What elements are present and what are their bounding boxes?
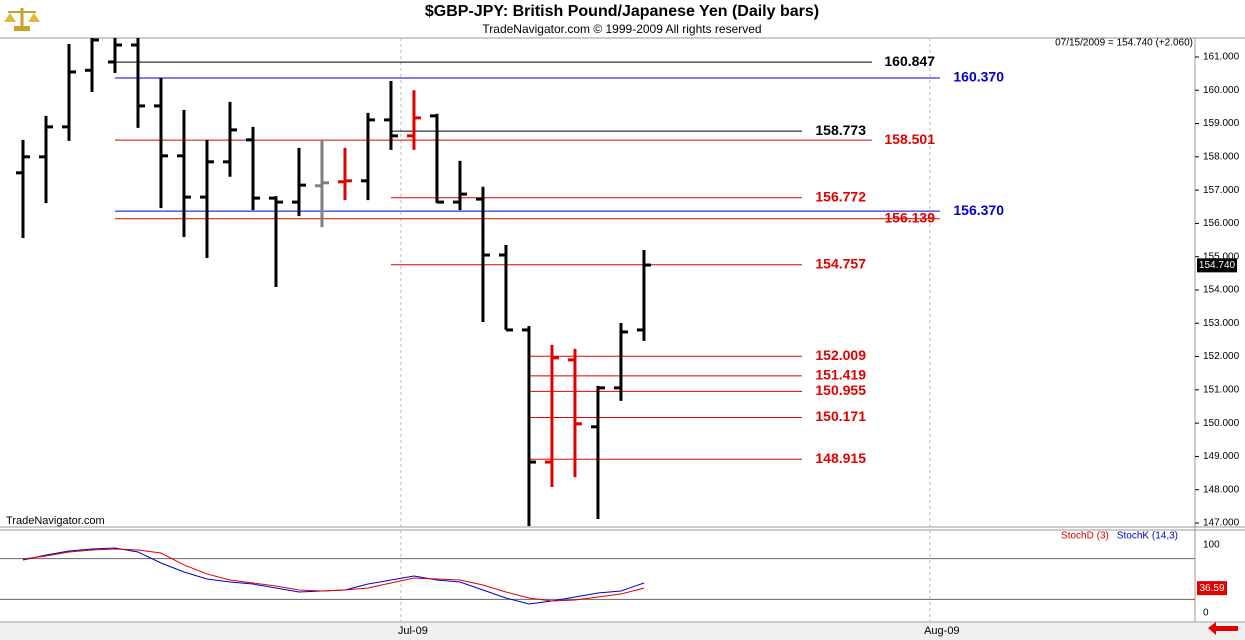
last-price-label: 154.740 [1199,260,1236,271]
level-label: 160.370 [953,69,1004,85]
level-label: 158.501 [884,131,935,147]
y-tick-label: 161.000 [1203,52,1240,63]
x-tick-label: Aug-09 [924,625,959,637]
y-tick-label: 155.000 [1203,251,1240,262]
level-label: 156.370 [953,202,1004,218]
chart-subtitle: TradeNavigator.com © 1999-2009 All right… [482,22,761,36]
y-tick-label: 157.000 [1203,185,1240,196]
y-tick-label: 152.000 [1203,351,1240,362]
y-tick-label: 151.000 [1203,384,1240,395]
level-label: 152.009 [815,347,866,363]
stoch-line [22,548,645,602]
x-axis-strip [0,623,1245,640]
level-label: 158.773 [815,122,866,138]
level-label: 151.419 [815,367,866,383]
level-label: 156.772 [815,188,866,204]
info-text: 07/15/2009 = 154.740 (+2.060) [1055,38,1193,49]
y-tick-label: 149.000 [1203,451,1240,462]
legend-label: StochK (14,3) [1117,531,1178,542]
y-tick-label: 0 [1203,608,1209,619]
level-label: 150.955 [815,382,866,398]
last-price-box [1197,258,1237,273]
y-tick-label: 156.000 [1203,218,1240,229]
last-value-box [1197,581,1227,596]
y-tick-label: 148.000 [1203,484,1240,495]
nav-arrow[interactable] [1208,622,1238,635]
y-tick-label: 150.000 [1203,418,1240,429]
level-label: 148.915 [815,450,866,466]
y-tick-label: 154.000 [1203,285,1240,296]
y-tick-label: 100 [1203,540,1220,551]
watermark: TradeNavigator.com [6,515,105,527]
y-tick-label: 147.000 [1203,518,1240,529]
y-tick-label: 159.000 [1203,118,1240,129]
level-label: 154.757 [815,255,866,271]
y-tick-label: 153.000 [1203,318,1240,329]
x-tick-label: Jul-09 [398,625,428,637]
legend-label: StochD (3) [1061,531,1109,542]
level-label: 160.847 [884,53,935,69]
y-tick-label: 160.000 [1203,85,1240,96]
level-label: 156.139 [884,209,935,225]
chart-title: $GBP-JPY: British Pound/Japanese Yen (Da… [425,3,819,20]
y-tick-label: 158.000 [1203,151,1240,162]
logo [4,8,40,31]
level-label: 150.171 [815,408,866,424]
last-value-label: 36.59 [1199,583,1224,594]
